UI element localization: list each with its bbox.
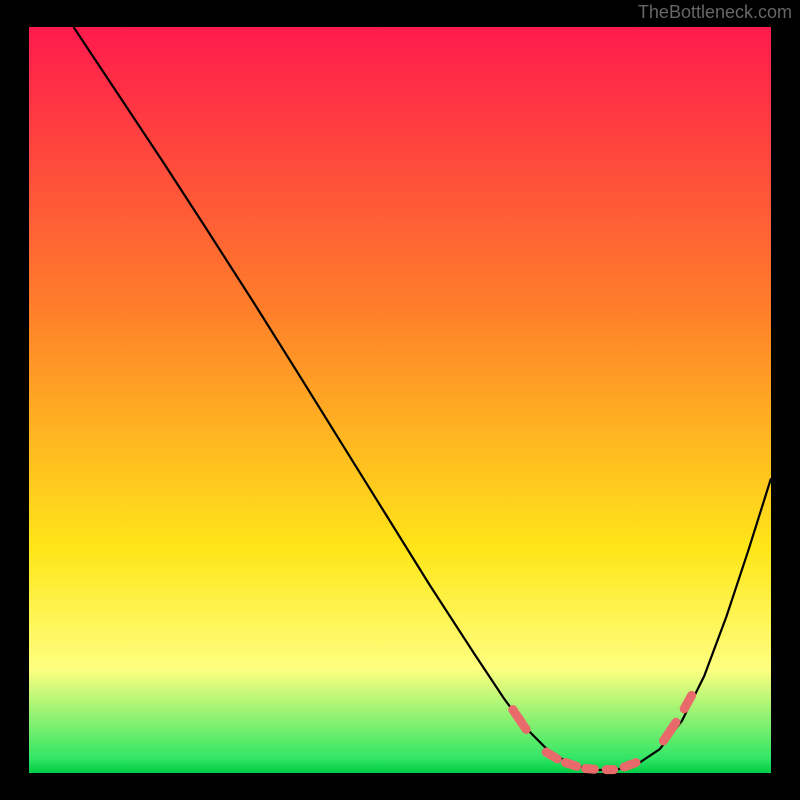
chart-dot-segment — [624, 763, 636, 767]
chart-dot-segment — [546, 752, 557, 759]
chart-dot-segment — [565, 763, 576, 767]
chart-plot-area — [29, 27, 771, 773]
chart-dot-segment — [586, 769, 595, 770]
chart-curve-layer — [29, 27, 771, 773]
chart-curve — [74, 27, 771, 770]
chart-dot-markers — [513, 695, 692, 769]
watermark-text: TheBottleneck.com — [638, 2, 792, 23]
chart-dot-segment — [684, 695, 691, 708]
chart-dot-segment — [513, 710, 526, 730]
chart-dot-segment — [663, 722, 676, 741]
